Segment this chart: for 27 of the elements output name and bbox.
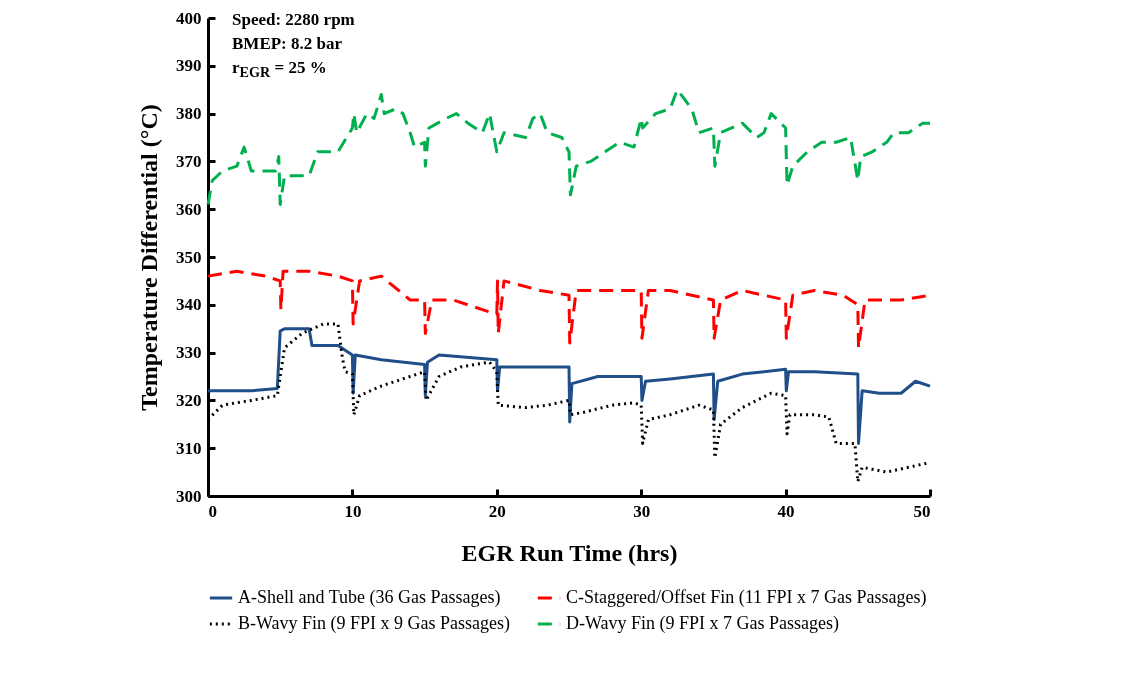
x-tick-label: 10: [344, 501, 362, 521]
y-tick-label: 360: [176, 199, 202, 219]
x-axis-title: EGR Run Time (hrs): [461, 539, 678, 566]
x-tick-label: 30: [633, 501, 651, 521]
y-axis-title: Temperature Differential (°C): [136, 104, 162, 411]
y-tick-label: 300: [176, 486, 202, 506]
y-tick-label: 340: [176, 295, 202, 315]
y-tick-label: 310: [176, 438, 202, 458]
x-tick-label: 20: [488, 501, 506, 521]
y-tick-label: 320: [176, 390, 202, 410]
annotation: Speed: 2280 rpm: [232, 9, 355, 31]
annotation: r$_{EGR}$ = 25 %: [232, 57, 328, 83]
y-tick-label: 380: [176, 104, 202, 124]
legend-label: A-Shell and Tube (36 Gas Passages): [238, 587, 501, 608]
y-tick-label: 330: [176, 343, 202, 363]
y-tick-label: 400: [176, 8, 202, 28]
x-tick-label: 0: [208, 501, 217, 521]
line-series: [206, 327, 932, 445]
y-tick-label: 390: [176, 56, 202, 76]
y-tick-label: 370: [176, 151, 202, 171]
annotation: BMEP: 8.2 bar: [232, 33, 344, 55]
legend-label: D-Wavy Fin (9 FPI x 7 Gas Passages): [566, 613, 840, 634]
x-tick-label: 50: [913, 501, 931, 521]
x-tick-label: 40: [777, 501, 795, 521]
y-tick-label: 350: [176, 247, 202, 267]
legend-label: C-Staggered/Offset Fin (11 FPI x 7 Gas Passages): [566, 587, 927, 608]
legend-label: B-Wavy Fin (9 FPI x 9 Gas Passages): [238, 613, 511, 634]
